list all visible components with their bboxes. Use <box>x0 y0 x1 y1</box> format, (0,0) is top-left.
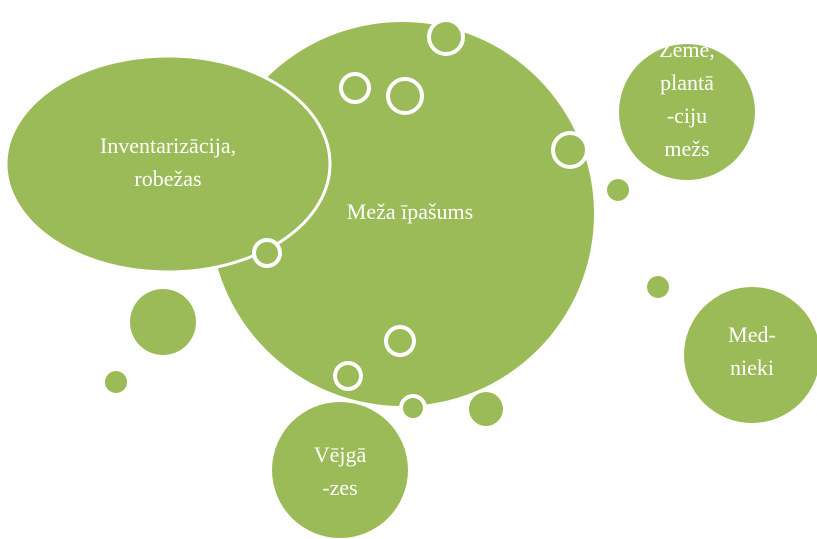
ring-bubble <box>333 361 363 391</box>
node-circle <box>619 44 755 180</box>
node-label: -ciju <box>667 103 707 128</box>
node-circle <box>272 402 408 538</box>
ring-bubble <box>551 131 589 169</box>
ring-bubble <box>252 238 282 268</box>
node-circle <box>684 287 817 423</box>
ring-bubble <box>399 394 427 422</box>
node-ellipse <box>4 54 332 274</box>
bubble <box>607 179 629 201</box>
ring-bubble <box>339 72 371 104</box>
node-label: Meža īpašums <box>347 199 473 224</box>
node-label: Med- <box>728 322 776 347</box>
bubble <box>647 276 669 298</box>
node-label: Zeme, <box>659 37 715 62</box>
bubble <box>105 371 127 393</box>
ring-bubble <box>427 18 465 56</box>
bubble <box>469 392 503 426</box>
ring-bubble <box>386 77 424 115</box>
node-label: mežs <box>664 136 709 161</box>
node-label: Vējgā <box>314 442 367 467</box>
node-label: robežas <box>134 166 201 191</box>
node-label: nieki <box>730 355 774 380</box>
ring-bubble <box>384 325 416 357</box>
node-label: plantā <box>660 70 714 95</box>
bubble <box>130 289 196 355</box>
node-label: -zes <box>322 475 357 500</box>
node-label: Inventarizācija, <box>100 133 236 158</box>
